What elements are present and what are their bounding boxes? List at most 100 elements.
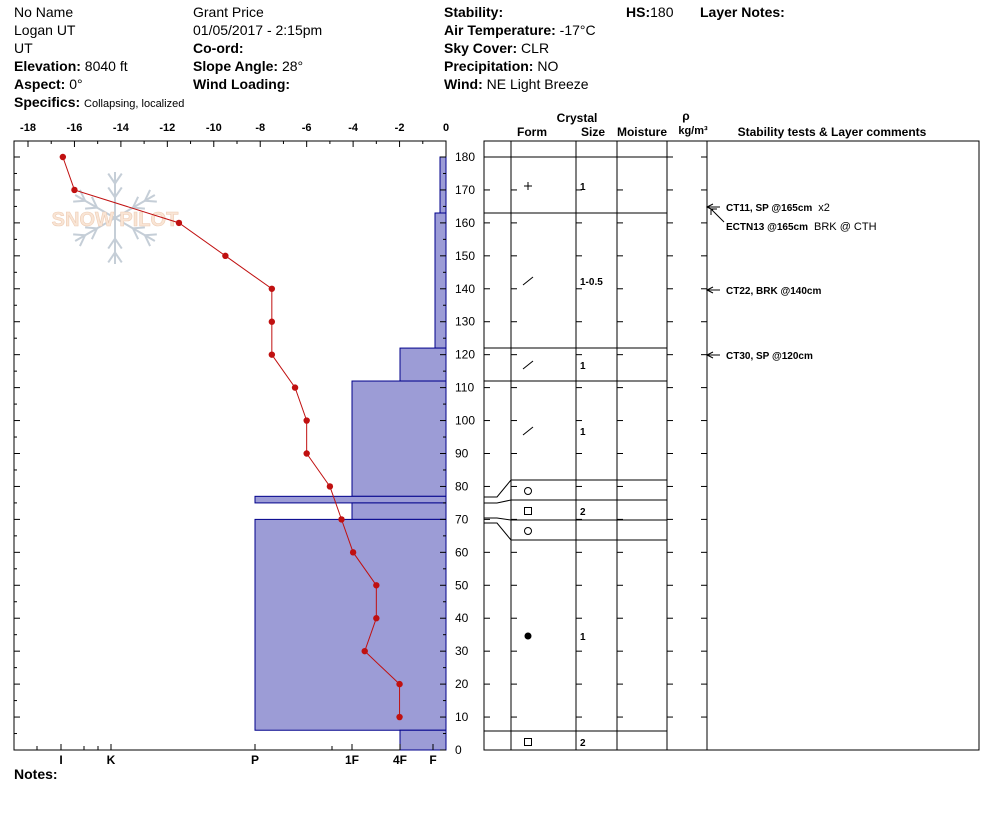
hs: HS:180 — [626, 4, 673, 20]
hardness-label: I — [59, 753, 62, 767]
test-code: CT11, SP @165cm — [726, 203, 812, 214]
snowflake-arm — [74, 194, 116, 219]
snowflake-branch — [107, 238, 116, 250]
snowflake-branch — [85, 206, 98, 210]
hs-label: HS: — [626, 4, 651, 20]
snowflake-branch — [144, 199, 157, 203]
hardness-bar — [351, 502, 447, 520]
hardness-bar — [399, 347, 447, 382]
wind-label: Wind: — [444, 76, 483, 92]
form-symbol — [524, 487, 532, 495]
temperature-point — [338, 516, 345, 523]
wind-loading-label: Wind Loading: — [193, 76, 291, 92]
temp-tick-label: -14 — [113, 122, 130, 134]
height-tick-label: 20 — [455, 677, 469, 691]
state: UT — [14, 40, 33, 56]
form-symbol — [524, 527, 532, 535]
wind-loading: Wind Loading: — [193, 76, 290, 92]
watermark-text: SNOW PILOT — [52, 209, 179, 231]
temp-tick-label: 0 — [443, 122, 449, 134]
hardness-bar — [439, 156, 447, 214]
size-value: 1 — [580, 632, 586, 643]
layer-connector — [484, 517, 512, 521]
height-tick-label: 0 — [455, 743, 462, 757]
layer-notes-label: Layer Notes: — [700, 4, 785, 20]
snowflake-branch — [107, 173, 116, 185]
hardness-label: 1F — [345, 753, 359, 767]
air-temp-label: Air Temperature: — [444, 22, 556, 38]
temperature-point — [396, 713, 403, 721]
aspect-label: Aspect: — [14, 76, 66, 92]
snowflake-branch — [90, 196, 98, 209]
size-value: 1 — [580, 182, 586, 193]
stability-test: ECTN13 @165cm BRK @ CTH — [726, 221, 877, 233]
height-tick-label: 180 — [455, 150, 475, 164]
temp-tick-label: -8 — [255, 122, 265, 134]
temp-tick-label: -18 — [20, 122, 36, 134]
aspect-value: 0° — [69, 76, 83, 92]
temperature-point — [222, 252, 229, 260]
temperature-point — [175, 219, 183, 227]
test-arrow — [710, 208, 725, 223]
snowflake-branch — [107, 186, 116, 198]
stability: Stability: — [444, 4, 503, 20]
air-temp-value: -17°C — [559, 22, 596, 38]
snowflake-branch — [132, 206, 145, 210]
stability-header: Stability tests & Layer comments — [738, 125, 927, 139]
height-tick-label: 150 — [455, 249, 475, 263]
hardness-bar — [434, 212, 447, 349]
height-tick-label: 160 — [455, 216, 475, 230]
layer-connector — [484, 499, 512, 504]
height-tick-label: 50 — [455, 578, 469, 592]
aspect: Aspect: 0° — [14, 76, 83, 92]
crystal-header: Crystal — [557, 111, 598, 125]
slope-value: 28° — [281, 58, 304, 74]
form-symbol — [522, 360, 534, 370]
test-code: CT22, BRK @140cm — [726, 286, 821, 297]
snowflake-branch — [114, 186, 123, 198]
site-name: Grant Price — [193, 4, 264, 20]
temperature-point — [268, 285, 276, 292]
height-tick-label: 80 — [455, 479, 469, 493]
form-symbol — [524, 738, 532, 746]
wind: Wind: NE Light Breeze — [444, 76, 589, 92]
precipitation: Precipitation: NO — [444, 58, 558, 74]
elevation: Elevation: 8040 ft — [14, 58, 128, 74]
stability-label: Stability: — [444, 4, 504, 20]
temperature-point — [396, 680, 403, 688]
temperature-point — [373, 582, 380, 589]
height-tick-label: 10 — [455, 710, 469, 724]
snowflake-branch — [143, 234, 151, 247]
size-value: 1 — [580, 361, 586, 372]
hardness-label: P — [251, 753, 259, 767]
size-value: 1 — [580, 427, 586, 438]
snowflake-branch — [73, 199, 86, 203]
sky-cover: Sky Cover: CLR — [444, 40, 549, 56]
slope-angle: Slope Angle: 28° — [193, 58, 303, 74]
elevation-label: Elevation: — [14, 58, 81, 74]
precip-label: Precipitation: — [444, 58, 534, 74]
height-tick-label: 60 — [455, 545, 469, 559]
sky-label: Sky Cover: — [444, 40, 518, 56]
size-header: Size — [581, 125, 605, 139]
arrow-head — [705, 286, 714, 294]
temp-tick-label: -2 — [395, 122, 405, 134]
stability-test: CT30, SP @120cm — [726, 351, 813, 362]
moisture-header: Moisture — [617, 125, 667, 139]
date-time: 01/05/2017 - 2:15pm — [193, 22, 323, 38]
air-temperature: Air Temperature: -17°C — [444, 22, 596, 38]
height-tick-label: 40 — [455, 611, 469, 625]
hs-value: 180 — [650, 4, 674, 20]
snowflake-branch — [79, 234, 87, 247]
temp-tick-label: -4 — [348, 122, 359, 134]
temperature-line — [62, 156, 401, 718]
temperature-point — [349, 549, 357, 556]
snowflake-arm — [114, 194, 156, 219]
height-tick-label: 70 — [455, 512, 469, 526]
notes-label: Notes: — [14, 766, 58, 782]
temperature-point — [373, 615, 380, 622]
coord: Co-ord: — [193, 40, 244, 56]
hardness-label: F — [429, 753, 436, 767]
snowflake-branch — [73, 233, 86, 237]
